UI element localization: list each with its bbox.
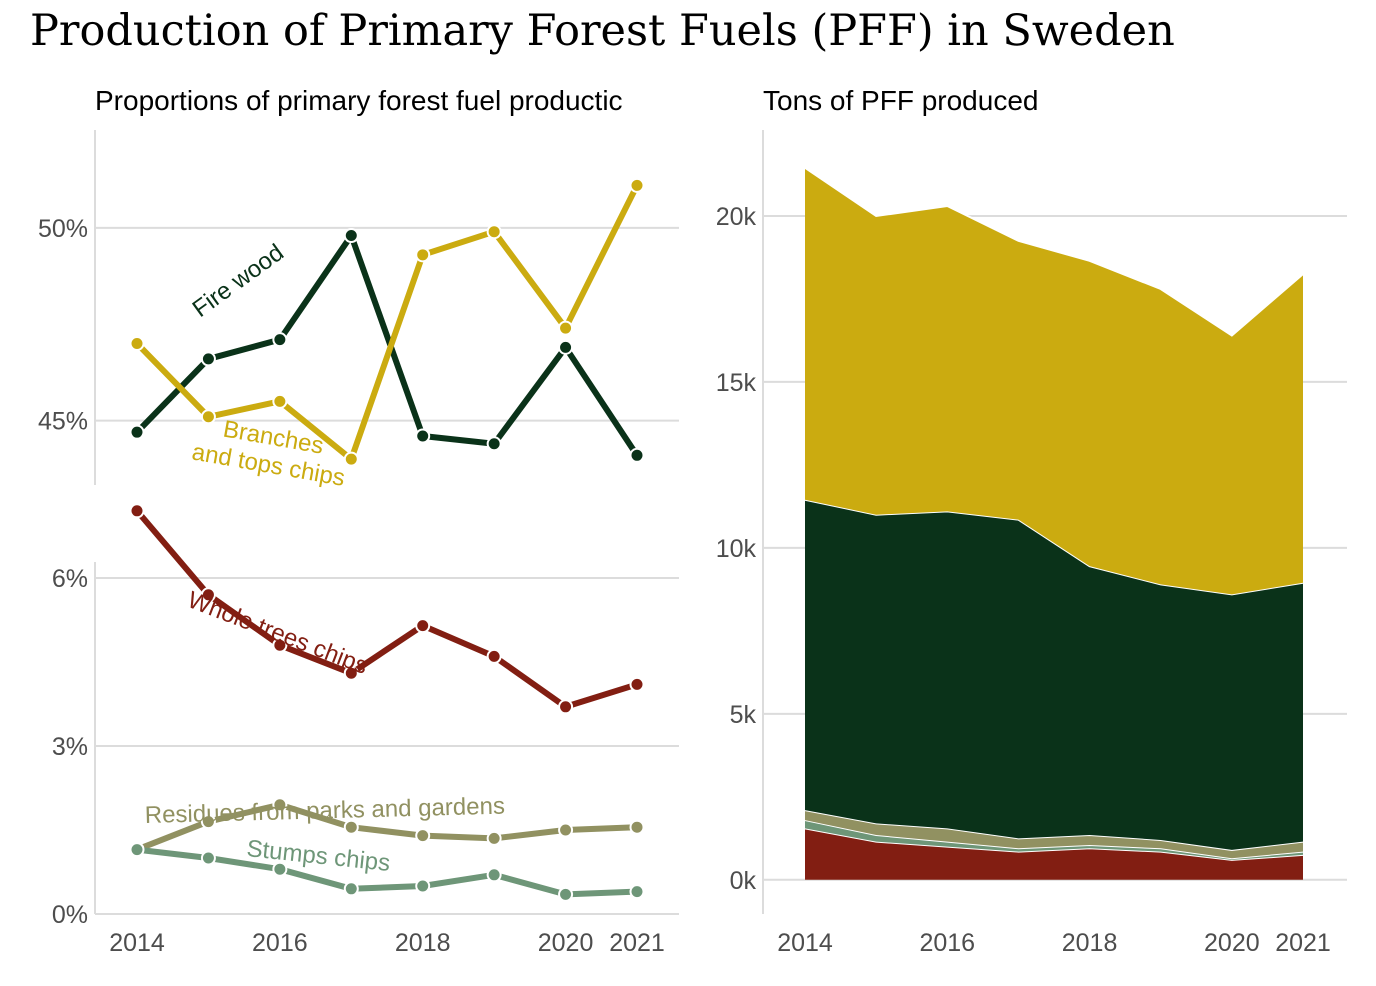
upper-series-0-point — [272, 332, 288, 348]
lower-series-1-point — [415, 828, 431, 844]
tons-area-panel: 0k 5k 10k 15k 20k 2014 2016 2018 2020 2021 — [716, 130, 1347, 957]
chart-main-title: Production of Primary Forest Fuels (PFF)… — [30, 6, 1175, 56]
lower-y-tick-label: 0% — [52, 901, 88, 929]
lower-series-1-point — [558, 822, 574, 838]
lower-series-2-point — [272, 861, 288, 877]
area-x-tick-label: 2020 — [1204, 929, 1260, 957]
area-x-tick-label: 2016 — [919, 929, 975, 957]
lower-series-1-point — [343, 819, 359, 835]
lower-series-1-point — [486, 830, 502, 846]
upper-series-0-point — [200, 351, 216, 367]
upper-series-1-point — [629, 177, 645, 193]
lower-series-0-point — [200, 587, 216, 603]
upper-series-1-point — [558, 320, 574, 336]
area-y-tick-label: 5k — [730, 701, 757, 729]
lower-series-0-point — [486, 648, 502, 664]
upper-series-1-point — [272, 393, 288, 409]
upper-series-1-point — [200, 409, 216, 425]
lower-series-1-point — [272, 797, 288, 813]
upper-series-1-point — [486, 224, 502, 240]
area-x-tick-label: 2018 — [1062, 929, 1118, 957]
lower-series-2-point — [558, 886, 574, 902]
lower-series-2-point — [486, 867, 502, 883]
upper-series-0-point — [129, 424, 145, 440]
right-panel-subtitle: Tons of PFF produced — [763, 85, 1038, 116]
lower-proportion-panel: 0% 3% 6% 2014 2016 2018 2020 2021 — [52, 503, 679, 957]
upper-series-0-point — [343, 228, 359, 244]
lower-series-1-point — [200, 814, 216, 830]
area-x-tick-label: 2014 — [777, 929, 833, 957]
lower-series-2-point — [343, 881, 359, 897]
area-y-tick-label: 20k — [716, 203, 757, 231]
lower-series-0-point — [558, 699, 574, 715]
upper-series-line-1 — [134, 182, 640, 463]
fire-wood-label: Fire wood — [188, 239, 289, 323]
upper-proportion-panel: 45% 50% — [38, 130, 679, 485]
upper-series-0-point — [415, 428, 431, 444]
left-x-tick-label: 2020 — [538, 929, 594, 957]
lower-series-0-point — [129, 503, 145, 519]
stumps-label: Stumps chips — [245, 835, 391, 877]
area-y-tick-label: 0k — [730, 867, 757, 895]
lower-series-0-point — [272, 637, 288, 653]
whole-trees-label: Whole trees chips — [184, 586, 372, 680]
lower-series-0-point — [415, 618, 431, 634]
left-x-tick-label: 2018 — [395, 929, 451, 957]
left-panel-subtitle: Proportions of primary forest fuel produ… — [95, 85, 623, 116]
area-band-4 — [805, 167, 1303, 595]
subtitle-clip-mask — [693, 80, 763, 122]
upper-series-line-0 — [134, 232, 640, 459]
upper-y-tick-label: 50% — [38, 215, 88, 243]
area-y-tick-label: 15k — [716, 369, 757, 397]
lower-y-tick-label: 3% — [52, 733, 88, 761]
area-x-tick-label: 2021 — [1275, 929, 1331, 957]
lower-series-line-0 — [134, 507, 640, 710]
upper-series-0-point — [486, 436, 502, 452]
branches-label: Branches and tops chips — [190, 416, 347, 492]
upper-series-0-point — [558, 339, 574, 355]
lower-series-2-point — [629, 884, 645, 900]
area-y-tick-label: 10k — [716, 535, 757, 563]
area-band-4-edge — [804, 167, 1304, 337]
lower-series-0-point — [343, 665, 359, 681]
upper-series-1-point — [343, 451, 359, 467]
area-band-0 — [805, 828, 1303, 880]
upper-series-1-point — [415, 247, 431, 263]
lower-series-2-point — [129, 842, 145, 858]
upper-series-0-point — [629, 447, 645, 463]
upper-y-tick-label: 45% — [38, 408, 88, 436]
lower-series-1-point — [629, 819, 645, 835]
area-band-2 — [805, 810, 1303, 859]
left-x-tick-label: 2021 — [609, 929, 665, 957]
lower-series-2-point — [200, 850, 216, 866]
lower-series-line-1 — [134, 801, 640, 853]
upper-series-1-point — [129, 336, 145, 351]
left-x-tick-label: 2016 — [252, 929, 308, 957]
left-x-tick-label: 2014 — [109, 929, 165, 957]
residues-label: Residues from parks and gardens — [144, 793, 505, 829]
area-band-1 — [805, 820, 1303, 860]
lower-series-line-2 — [134, 846, 640, 898]
lower-y-tick-label: 6% — [52, 565, 88, 593]
lower-series-2-point — [415, 878, 431, 894]
lower-series-0-point — [629, 676, 645, 692]
